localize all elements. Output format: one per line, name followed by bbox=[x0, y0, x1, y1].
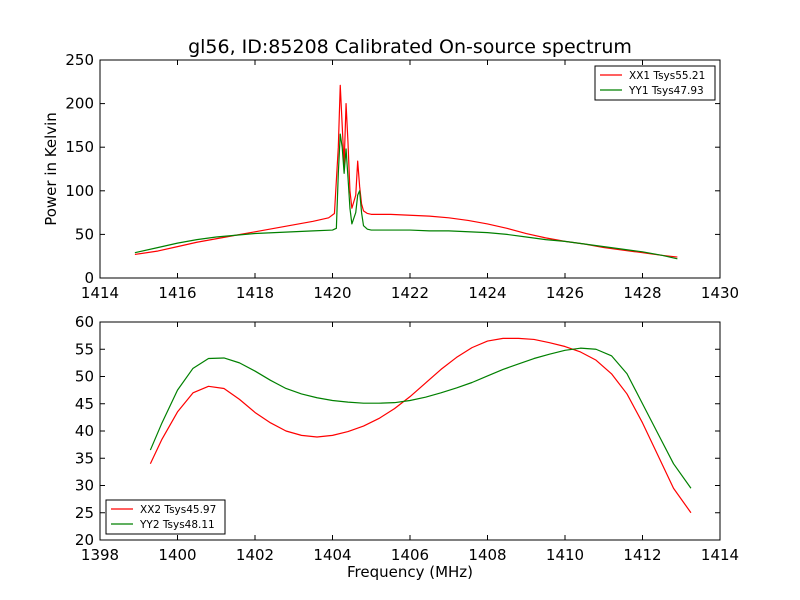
y-tick-label: 200 bbox=[65, 95, 94, 113]
series-line-yy-panel2 bbox=[149, 347, 692, 489]
x-tick-label: 1414 bbox=[701, 546, 739, 564]
y-tick-label: 250 bbox=[65, 51, 94, 69]
x-tick-label: 1402 bbox=[236, 546, 274, 564]
series-line-xx-panel2 bbox=[149, 337, 692, 514]
y-tick-label: 30 bbox=[75, 477, 94, 495]
legend-box bbox=[594, 65, 716, 101]
y-tick-label: 100 bbox=[65, 182, 94, 200]
y-tick-label: 0 bbox=[84, 269, 94, 287]
y-tick-label: 45 bbox=[75, 395, 94, 413]
y-tick-label: 35 bbox=[75, 449, 94, 467]
x-tick-label: 1426 bbox=[546, 284, 584, 302]
bottom-panel: 1398 1400 1402 1404 1406 1408 1410 1412 1414 20 25… bbox=[75, 313, 739, 564]
legend-box bbox=[105, 499, 226, 535]
series-line-xx-panel1 bbox=[134, 84, 678, 258]
bottom-x-axis-label: Frequency (MHz) bbox=[347, 563, 473, 581]
x-tick-label: 1424 bbox=[468, 284, 506, 302]
legend: XX2 Tsys45.97 YY2 Tsys48.11 bbox=[105, 499, 226, 535]
x-tick-label: 1428 bbox=[623, 284, 661, 302]
y-tick-label: 25 bbox=[75, 504, 94, 522]
x-tick-label: 1414 bbox=[81, 284, 119, 302]
legend-label: YY2 Tsys48.11 bbox=[139, 519, 215, 531]
top-y-axis-label: Power in Kelvin bbox=[42, 112, 60, 226]
x-tick-label: 1406 bbox=[391, 546, 429, 564]
x-tick-label: 1420 bbox=[313, 284, 351, 302]
y-tick-label: 60 bbox=[75, 313, 94, 331]
x-tick-label: 1418 bbox=[236, 284, 274, 302]
top-panel: 1414 1416 1418 1420 1422 1424 1426 1428 1430 0 50 1… bbox=[65, 51, 739, 302]
x-tick-label: 1416 bbox=[158, 284, 196, 302]
series-line-yy-panel1 bbox=[134, 133, 678, 260]
x-tick-label: 1398 bbox=[81, 546, 119, 564]
legend-label: XX2 Tsys45.97 bbox=[140, 504, 216, 516]
y-tick-label: 50 bbox=[75, 225, 94, 243]
chart-title: gl56, ID:85208 Calibrated On-source spec… bbox=[188, 36, 632, 58]
y-tick-label: 55 bbox=[75, 340, 94, 358]
x-tick-label: 1404 bbox=[313, 546, 351, 564]
legend-label: XX1 Tsys55.21 bbox=[629, 70, 705, 82]
y-tick-label: 40 bbox=[75, 422, 94, 440]
x-tick-label: 1422 bbox=[391, 284, 429, 302]
x-tick-label: 1408 bbox=[468, 546, 506, 564]
x-tick-label: 1430 bbox=[701, 284, 739, 302]
x-tick-label: 1410 bbox=[546, 546, 584, 564]
y-tick-label: 20 bbox=[75, 531, 94, 549]
x-tick-label: 1400 bbox=[158, 546, 196, 564]
y-tick-label: 50 bbox=[75, 368, 94, 386]
x-tick-label: 1412 bbox=[623, 546, 661, 564]
y-tick-label: 150 bbox=[65, 138, 94, 156]
legend: XX1 Tsys55.21 YY1 Tsys47.93 bbox=[594, 65, 716, 101]
legend-label: YY1 Tsys47.93 bbox=[628, 85, 704, 97]
